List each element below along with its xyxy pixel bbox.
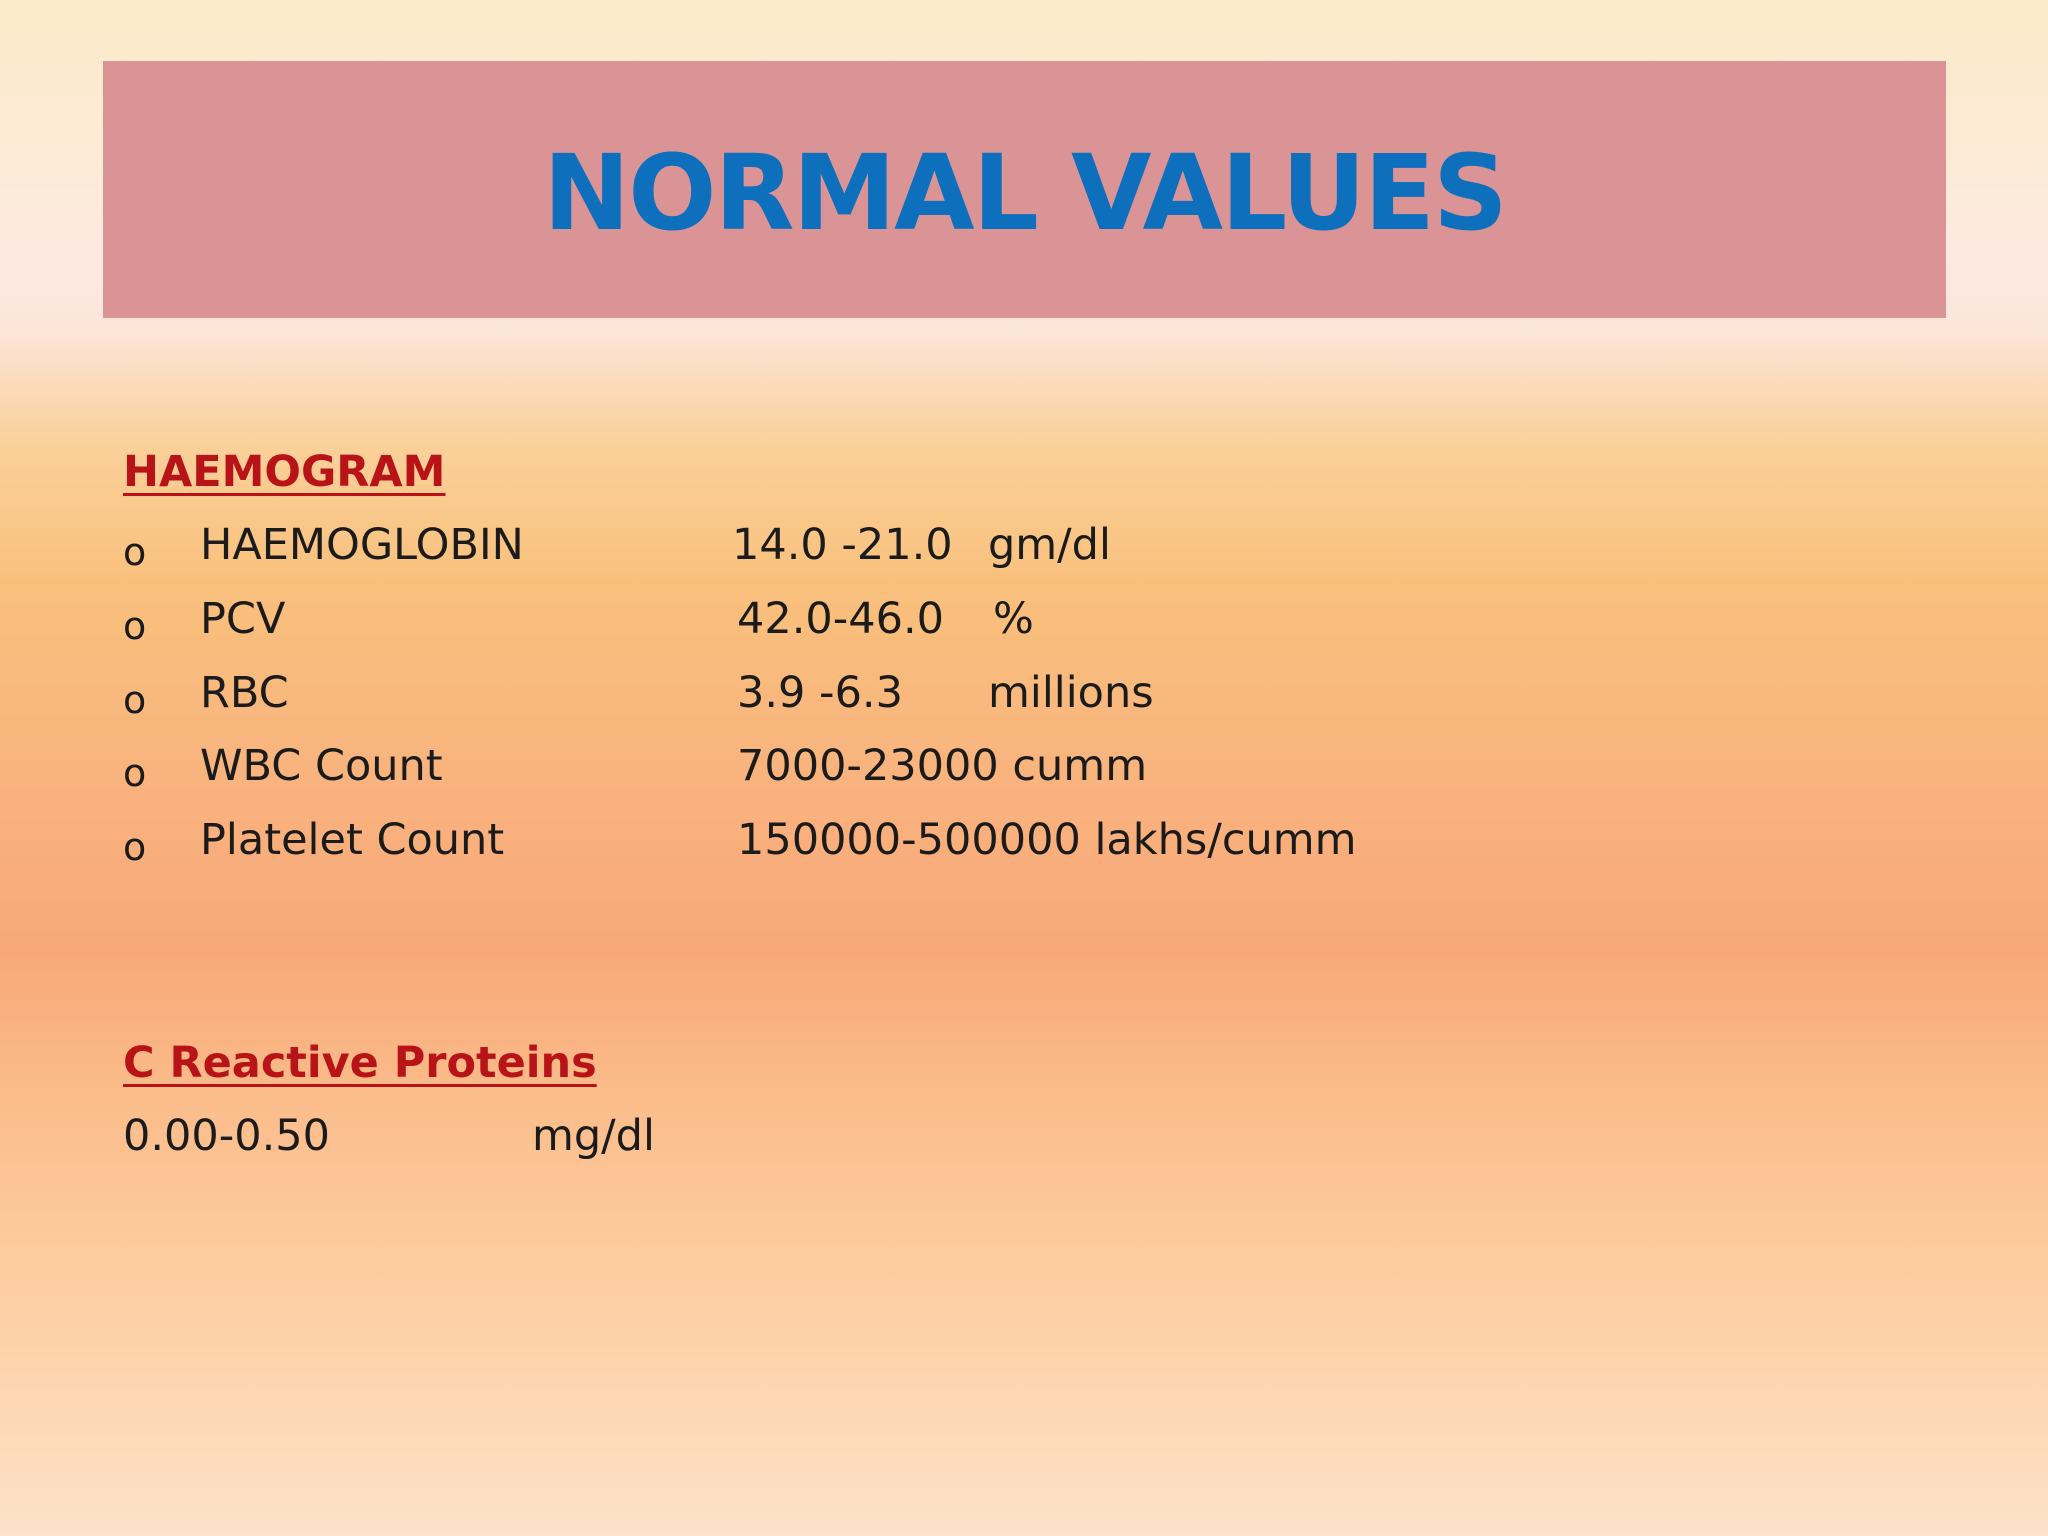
crp-heading: C Reactive Proteins	[123, 1038, 597, 1088]
haemogram-item: o RBC 3.9 -6.3 millions	[0, 668, 2048, 728]
item-label: PCV	[200, 594, 286, 644]
haemogram-heading: HAEMOGRAM	[123, 447, 446, 497]
slide-title: NORMAL VALUES	[543, 131, 1508, 254]
bullet-icon: o	[123, 825, 147, 869]
bullet-icon: o	[123, 751, 147, 795]
item-label: RBC	[200, 668, 289, 718]
item-label: Platelet Count	[200, 815, 505, 865]
haemogram-item: o Platelet Count 150000-500000 lakhs/cum…	[0, 815, 2048, 875]
item-value: 14.0 -21.0	[732, 520, 953, 570]
title-band: NORMAL VALUES	[103, 61, 1946, 318]
bullet-icon: o	[123, 530, 147, 574]
item-unit: gm/dl	[988, 520, 1111, 570]
item-unit: millions	[988, 668, 1154, 718]
haemogram-item: o WBC Count 7000-23000 cumm	[0, 741, 2048, 801]
item-unit: %	[993, 594, 1034, 644]
item-label: HAEMOGLOBIN	[200, 520, 524, 570]
crp-unit: mg/dl	[532, 1111, 655, 1161]
bullet-icon: o	[123, 678, 147, 722]
haemogram-item: o HAEMOGLOBIN 14.0 -21.0 gm/dl	[0, 520, 2048, 580]
haemogram-item: o PCV 42.0-46.0 %	[0, 594, 2048, 654]
crp-value: 0.00-0.50	[123, 1111, 331, 1161]
item-value: 3.9 -6.3	[737, 668, 903, 718]
bullet-icon: o	[123, 604, 147, 648]
item-value: 42.0-46.0	[737, 594, 945, 644]
item-value: 150000-500000 lakhs/cumm	[737, 815, 1357, 865]
item-value: 7000-23000 cumm	[737, 741, 1148, 791]
item-label: WBC Count	[200, 741, 443, 791]
